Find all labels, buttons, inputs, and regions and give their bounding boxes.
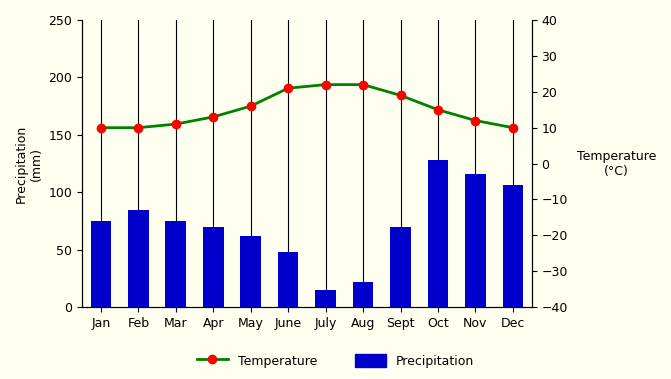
Bar (391, 227, 411, 307)
Bar (503, 185, 523, 307)
Bar (427, 160, 448, 307)
Bar (166, 221, 186, 307)
Bar (353, 282, 373, 307)
Bar (278, 252, 299, 307)
Bar (315, 290, 336, 307)
Y-axis label: Precipitation
(mm): Precipitation (mm) (15, 124, 43, 203)
Y-axis label: Temperature
(°C): Temperature (°C) (576, 150, 656, 178)
Bar (128, 210, 149, 307)
Bar (91, 221, 111, 307)
Legend: Temperature, Precipitation: Temperature, Precipitation (192, 349, 479, 373)
Bar (465, 174, 486, 307)
Bar (203, 227, 223, 307)
Bar (240, 236, 261, 307)
